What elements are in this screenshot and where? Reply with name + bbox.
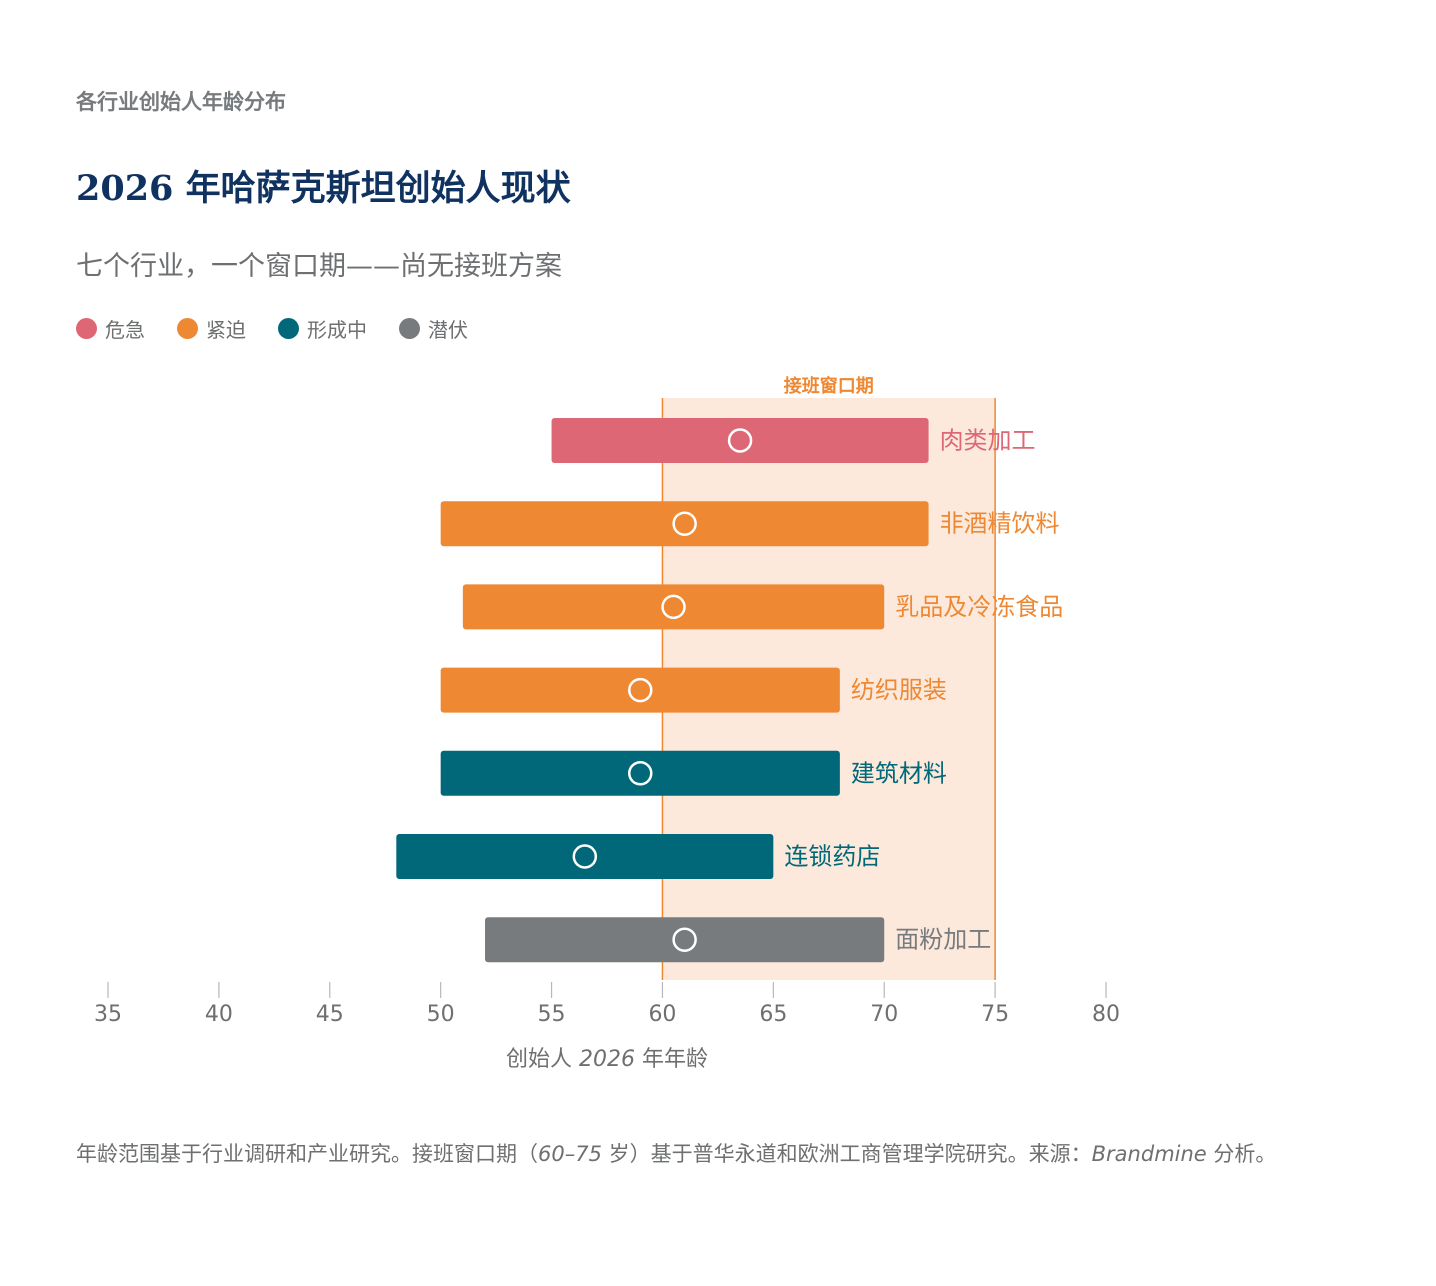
x-axis-label-suffix: 年年龄 <box>642 1047 708 1072</box>
range-bar <box>462 584 885 630</box>
median-marker <box>628 677 653 703</box>
succession-window-label: 接班窗口期 <box>784 375 874 397</box>
legend-label: 形成中 <box>307 318 367 342</box>
median-marker <box>672 927 697 952</box>
median-marker <box>727 428 753 453</box>
legend-dot-latent <box>399 318 420 339</box>
footnote-text: 岁）基于普华永道和欧洲工商管理学院研究。来源： <box>601 1142 1092 1166</box>
range-bar <box>440 750 840 796</box>
x-axis-label-year: 2026 <box>579 1047 642 1072</box>
x-axis-label-prefix: 创始人 <box>506 1047 572 1072</box>
chart-subtitle: 七个行业，一个窗口期——尚无接班方案 <box>76 251 562 282</box>
category-label: 建筑材料 <box>851 759 947 787</box>
legend-item-critical: 危急 <box>76 314 145 343</box>
x-tick-label: 75 <box>981 1002 1009 1027</box>
category-label: 肉类加工 <box>940 427 1036 455</box>
x-tick-label: 45 <box>316 1002 344 1027</box>
median-marker <box>572 844 598 869</box>
x-tick-label: 65 <box>759 1002 787 1027</box>
range-bar <box>485 917 885 963</box>
legend-dot-critical <box>76 318 97 339</box>
legend-label: 危急 <box>105 318 145 342</box>
category-label: 连锁药店 <box>784 843 880 871</box>
x-axis-label: 创始人 2026 年年龄 <box>506 1047 708 1072</box>
x-tick-label: 60 <box>648 1002 676 1027</box>
median-marker <box>661 594 686 620</box>
x-tick-label: 50 <box>427 1002 455 1027</box>
range-bar <box>551 418 929 463</box>
chart-legend: 危急 紧迫 形成中 潜伏 <box>76 314 500 343</box>
footnote: 年龄范围基于行业调研和产业研究。接班窗口期（60–75 岁）基于普华永道和欧洲工… <box>76 1138 1366 1171</box>
median-marker <box>672 511 697 536</box>
range-bar <box>440 667 840 713</box>
legend-dot-forming <box>278 318 299 339</box>
median-marker <box>628 761 653 786</box>
chart-title: 2026 年哈萨克斯坦创始人现状 <box>76 168 571 209</box>
category-label: 纺织服装 <box>851 676 947 704</box>
x-tick-label: 35 <box>94 1002 122 1027</box>
x-axis: 35 40 45 50 55 60 65 70 75 80 <box>94 982 1120 1027</box>
range-bar <box>440 501 929 547</box>
x-tick-label: 40 <box>205 1002 233 1027</box>
legend-item-forming: 形成中 <box>278 314 367 343</box>
chart-kicker: 各行业创始人年龄分布 <box>76 90 286 114</box>
footnote-range: 60–75 <box>538 1142 602 1166</box>
legend-dot-urgent <box>177 318 198 339</box>
x-tick-label: 70 <box>870 1002 898 1027</box>
legend-label: 紧迫 <box>206 318 246 342</box>
legend-label: 潜伏 <box>428 318 468 342</box>
category-label: 面粉加工 <box>895 926 991 954</box>
footnote-text: 年龄范围基于行业调研和产业研究。接班窗口期（ <box>76 1142 538 1166</box>
legend-item-latent: 潜伏 <box>399 314 468 343</box>
x-tick-label: 55 <box>538 1002 566 1027</box>
footnote-text: 分析。 <box>1206 1142 1277 1166</box>
category-label: 乳品及冷冻食品 <box>895 593 1063 621</box>
category-label: 非酒精饮料 <box>940 510 1060 538</box>
footnote-source: Brandmine <box>1091 1142 1207 1166</box>
legend-item-urgent: 紧迫 <box>177 314 246 343</box>
x-tick-label: 80 <box>1092 1002 1120 1027</box>
range-bar <box>396 834 774 879</box>
